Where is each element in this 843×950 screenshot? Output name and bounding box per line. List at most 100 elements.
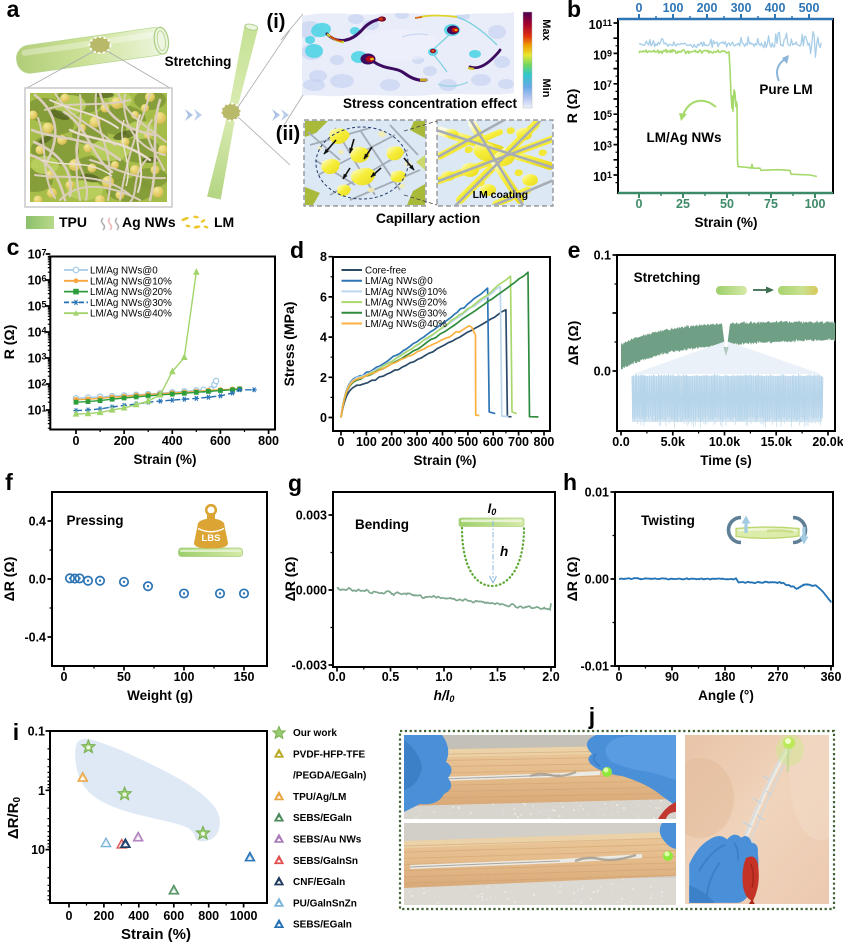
svg-text:b: b [567,0,581,22]
svg-text:2: 2 [320,371,327,385]
svg-text:Min: Min [540,79,552,98]
svg-text:6: 6 [320,290,327,304]
svg-text:5.0k: 5.0k [661,435,685,449]
svg-text:15.0k: 15.0k [761,435,792,449]
svg-text:0.0: 0.0 [328,670,345,684]
svg-text:500: 500 [799,1,820,15]
svg-text:1.5: 1.5 [489,670,506,684]
svg-text:50: 50 [117,670,131,684]
svg-text:ΔR/R0: ΔR/R0 [5,796,23,839]
svg-text:Strain (%): Strain (%) [413,453,476,468]
svg-text:LM/Ag NWs@40%: LM/Ag NWs@40% [365,319,447,330]
svg-text:0.000: 0.000 [296,584,327,598]
svg-text:ΔR (Ω): ΔR (Ω) [565,321,581,366]
svg-text:ΔR (Ω): ΔR (Ω) [1,557,17,602]
svg-text:Stretching: Stretching [634,270,701,285]
svg-text:SEBS/Au NWs: SEBS/Au NWs [293,835,362,846]
svg-text:360: 360 [821,670,842,684]
svg-text:0: 0 [66,909,73,923]
svg-text:800: 800 [258,434,279,448]
svg-text:Stretching: Stretching [165,54,232,69]
svg-text:Twisting: Twisting [641,513,695,528]
svg-text:20.0k: 20.0k [812,435,843,449]
svg-text:90: 90 [665,670,679,684]
svg-text:LM/Ag NWs@10%: LM/Ag NWs@10% [90,276,172,287]
svg-text:LM/Ag NWs@0: LM/Ag NWs@0 [90,266,158,277]
svg-text:LM: LM [214,214,234,230]
svg-text:4: 4 [320,331,327,345]
svg-text:0.0: 0.0 [594,365,611,379]
svg-text:400: 400 [765,1,786,15]
svg-text:1000: 1000 [230,909,258,923]
svg-text:1.0: 1.0 [435,670,452,684]
svg-text:LM/Ag NWs@10%: LM/Ag NWs@10% [365,287,447,298]
svg-text:LM/Ag NWs@0: LM/Ag NWs@0 [365,276,433,287]
svg-text:800: 800 [534,435,555,449]
svg-text:50: 50 [720,197,734,211]
svg-text:75: 75 [764,197,778,211]
svg-text:-0.4: -0.4 [24,631,46,645]
svg-text:h: h [563,469,577,495]
svg-text:TPU: TPU [59,214,87,230]
svg-text:(i): (i) [267,11,286,33]
svg-text:Stress (MPa): Stress (MPa) [281,302,297,387]
svg-text:Time (s): Time (s) [700,453,752,468]
svg-text:LM/Ag NWs@20%: LM/Ag NWs@20% [365,298,447,309]
svg-text:0: 0 [61,670,68,684]
svg-text:l0: l0 [488,501,497,517]
svg-text:SEBS/GalnSn: SEBS/GalnSn [293,856,358,867]
svg-text:-0.003: -0.003 [292,659,327,673]
svg-text:R (Ω): R (Ω) [564,89,580,124]
svg-text:ΔR (Ω): ΔR (Ω) [282,557,298,602]
svg-text:/PEGDA/EGaln): /PEGDA/EGaln) [293,771,366,782]
svg-text:i: i [13,719,19,745]
svg-text:Bending: Bending [355,517,409,532]
svg-text:LM/Ag NWs@30%: LM/Ag NWs@30% [90,298,172,309]
svg-text:e: e [568,237,581,263]
svg-text:a: a [7,0,20,22]
svg-text:h: h [500,544,508,559]
svg-text:LM/Ag NWs@40%: LM/Ag NWs@40% [90,309,172,320]
svg-text:Stress concentration effect: Stress concentration effect [343,96,518,111]
svg-text:400: 400 [162,434,183,448]
svg-text:d: d [290,237,304,263]
svg-text:PU/GalnSnZn: PU/GalnSnZn [293,898,357,909]
svg-text:Max: Max [540,19,552,41]
svg-text:200: 200 [93,909,114,923]
svg-text:600: 600 [210,434,231,448]
svg-text:Strain (%): Strain (%) [121,926,191,943]
svg-text:SEBS/EGaln: SEBS/EGaln [293,813,352,824]
svg-text:200: 200 [697,1,718,15]
svg-text:0: 0 [636,197,643,211]
svg-text:400: 400 [432,435,453,449]
svg-text:180: 180 [715,670,736,684]
svg-text:100: 100 [805,197,826,211]
svg-text:0.1: 0.1 [594,249,611,263]
svg-text:Core-free: Core-free [365,266,407,277]
svg-text:(ii): (ii) [276,123,300,145]
svg-text:700: 700 [508,435,529,449]
svg-text:25: 25 [676,197,690,211]
svg-text:Strain (%): Strain (%) [694,215,757,230]
svg-text:h/l0: h/l0 [434,688,455,704]
svg-text:0.1: 0.1 [28,725,45,739]
svg-text:0.4: 0.4 [29,515,46,529]
svg-text:Pure LM: Pure LM [759,82,812,97]
svg-text:LM/Ag NWs@20%: LM/Ag NWs@20% [90,287,172,298]
svg-text:-0.01: -0.01 [581,660,610,674]
svg-text:10: 10 [31,843,45,857]
svg-text:CNF/EGaln: CNF/EGaln [293,877,345,888]
svg-text:Strain (%): Strain (%) [133,452,196,467]
svg-text:0.0: 0.0 [29,573,46,587]
svg-text:200: 200 [114,434,135,448]
svg-text:8: 8 [320,250,327,264]
svg-text:270: 270 [768,670,789,684]
svg-text:600: 600 [163,909,184,923]
svg-text:c: c [7,234,20,260]
svg-text:SEBS/EGaln: SEBS/EGaln [293,920,352,931]
svg-text:PVDF-HFP-TFE: PVDF-HFP-TFE [293,749,366,760]
svg-text:0.5: 0.5 [382,670,399,684]
svg-text:10.0k: 10.0k [709,435,740,449]
svg-text:400: 400 [128,909,149,923]
svg-text:800: 800 [198,909,219,923]
